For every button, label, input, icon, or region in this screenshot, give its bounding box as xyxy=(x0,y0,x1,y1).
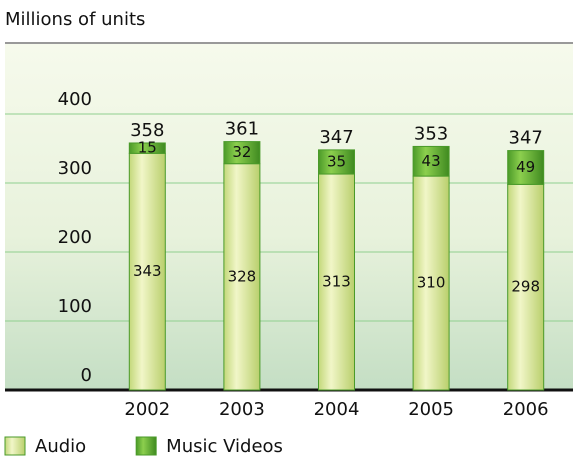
y-tick-label: 100 xyxy=(58,296,92,317)
x-tick-label: 2005 xyxy=(408,399,454,420)
value-label: 43 xyxy=(422,152,441,170)
legend-swatch xyxy=(4,436,26,456)
chart-title: Millions of units xyxy=(5,9,145,30)
x-tick-label: 2003 xyxy=(219,399,265,420)
x-tick-label: 2004 xyxy=(314,399,360,420)
value-label: 310 xyxy=(417,274,446,292)
value-label: 343 xyxy=(133,262,162,280)
bar-segment xyxy=(318,149,355,175)
x-tick-label: 2002 xyxy=(124,399,170,420)
total-label: 347 xyxy=(319,127,353,148)
total-label: 353 xyxy=(414,123,448,144)
y-tick-label: 400 xyxy=(58,89,92,110)
bar-segment xyxy=(412,145,450,177)
plot-background xyxy=(5,44,573,390)
legend-label: Audio xyxy=(35,436,86,457)
total-label: 347 xyxy=(509,128,543,149)
total-label: 361 xyxy=(225,119,259,140)
y-tick-label: 300 xyxy=(58,158,92,179)
bar-segment xyxy=(507,150,545,185)
value-label: 49 xyxy=(516,158,535,176)
legend-swatch xyxy=(135,436,157,456)
bar-segment xyxy=(223,163,261,391)
y-tick-label: 200 xyxy=(58,227,92,248)
y-tick-label: 0 xyxy=(81,365,92,386)
total-label: 358 xyxy=(130,120,164,141)
value-label: 15 xyxy=(138,139,157,157)
bar-segment xyxy=(507,183,545,391)
bar-segment xyxy=(128,152,166,391)
x-tick-label: 2006 xyxy=(503,399,549,420)
bar-segment xyxy=(223,141,261,165)
value-label: 328 xyxy=(228,267,257,285)
value-label: 313 xyxy=(322,273,351,291)
bar-segment xyxy=(128,142,166,154)
value-label: 32 xyxy=(232,143,251,161)
value-label: 35 xyxy=(327,152,346,170)
bar-segment xyxy=(412,175,450,391)
value-label: 298 xyxy=(511,278,540,296)
legend-label: Music Videos xyxy=(166,436,283,457)
